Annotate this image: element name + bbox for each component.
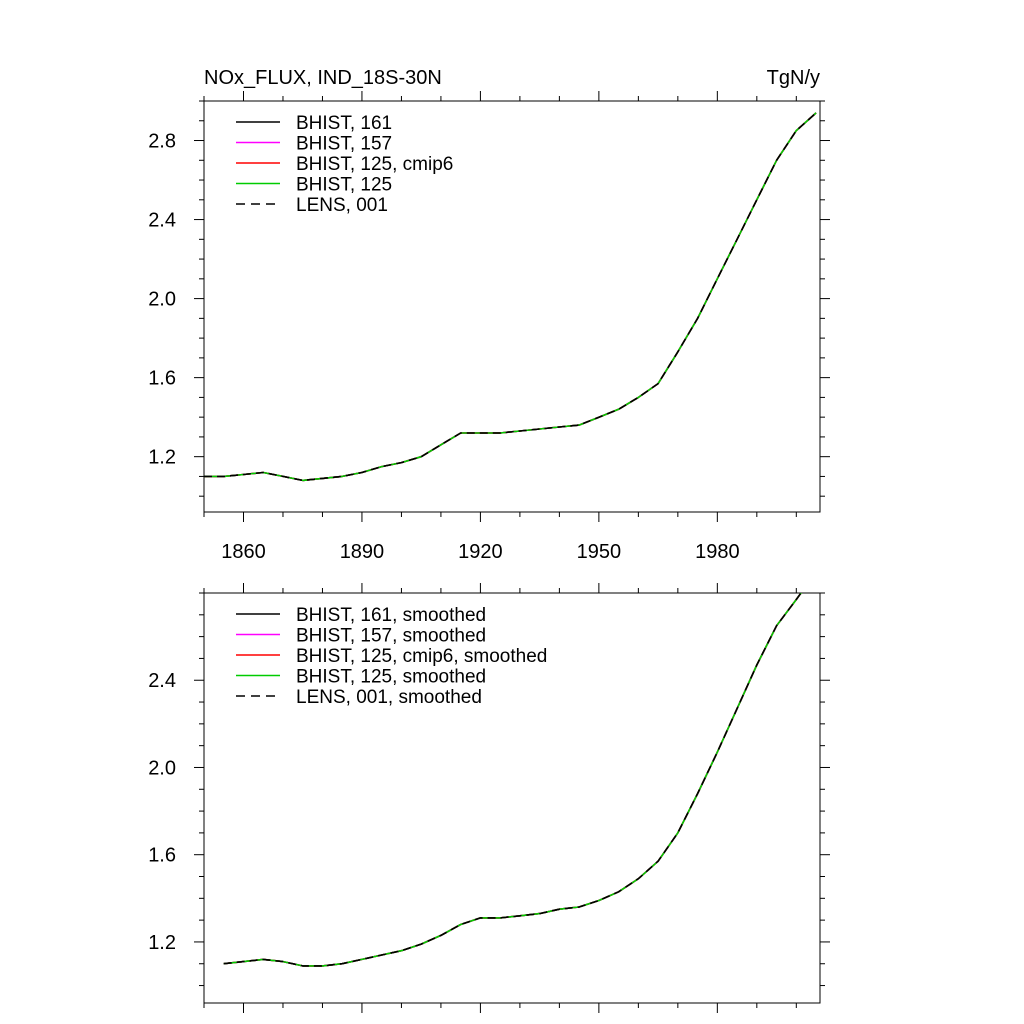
legend-label: BHIST, 157, smoothed: [296, 626, 486, 647]
y-tick-label: 1.6: [148, 368, 176, 390]
x-tick-label: 1980: [695, 541, 740, 563]
legend-label: BHIST, 125, cmip6, smoothed: [296, 646, 547, 667]
series-group: [223, 593, 802, 967]
legend-label: BHIST, 161: [296, 113, 392, 134]
legend-label: BHIST, 125, cmip6: [296, 154, 453, 175]
plot-frame: [203, 100, 821, 513]
x-tick-label: 1860: [221, 541, 266, 563]
series-line-4: [223, 593, 802, 967]
legend-label: BHIST, 125: [296, 175, 392, 196]
series-group: [204, 112, 817, 482]
y-tick-label: 1.2: [148, 932, 176, 954]
legend-label: BHIST, 157: [296, 134, 392, 155]
plot-frame: [203, 592, 821, 1004]
legend-label: BHIST, 125, smoothed: [296, 667, 486, 688]
x-tick-label: 1950: [577, 541, 622, 563]
series-line-4: [204, 112, 817, 482]
x-tick-label: 1890: [340, 541, 385, 563]
legend-label: LENS, 001: [296, 195, 388, 216]
chart-units: TgN/y: [767, 67, 820, 89]
y-tick-label: 2.8: [148, 131, 176, 153]
legend-label: BHIST, 161, smoothed: [296, 605, 486, 626]
x-tick-label: 1920: [458, 541, 503, 563]
y-tick-label: 1.6: [148, 845, 176, 867]
y-tick-label: 2.4: [148, 670, 176, 692]
legend-label: LENS, 001, smoothed: [296, 687, 482, 708]
y-tick-label: 1.2: [148, 447, 176, 469]
chart-top-panel: 1860 1890 1920 1950 1980 1.2 1.6 2.0 2.4 2.8 NOx_F…: [148, 67, 830, 563]
chart-title: NOx_FLUX, IND_18S-30N: [204, 67, 442, 89]
y-tick-label: 2.0: [148, 757, 176, 779]
y-tick-label: 2.4: [148, 210, 176, 232]
y-tick-label: 2.0: [148, 289, 176, 311]
